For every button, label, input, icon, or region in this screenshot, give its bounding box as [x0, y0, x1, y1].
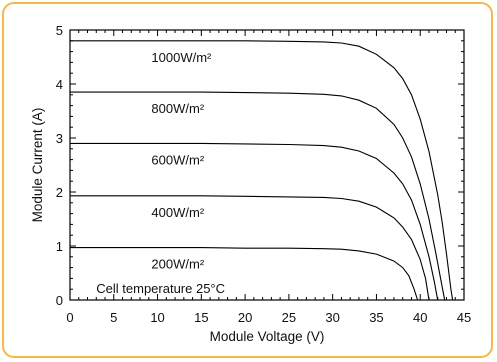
- curves: [70, 40, 454, 301]
- y-tick-label: 3: [56, 131, 63, 146]
- x-tick-label: 40: [413, 310, 427, 325]
- x-tick-label: 0: [66, 310, 73, 325]
- iv-curve: [70, 91, 446, 301]
- x-tick-label: 10: [150, 310, 164, 325]
- series-label: 200W/m²: [151, 257, 204, 272]
- x-axis-label: Module Voltage (V): [210, 329, 325, 344]
- x-tick-label: 45: [457, 310, 471, 325]
- iv-curve: [70, 142, 439, 301]
- y-tick-label: 4: [56, 77, 63, 92]
- series-labels: 1000W/m² 800W/m² 600W/m² 400W/m² 200W/m²: [151, 50, 212, 272]
- temperature-note: Cell temperature 25°C: [96, 281, 225, 296]
- x-tick-label: 5: [110, 310, 117, 325]
- y-tick-label: 2: [56, 185, 63, 200]
- series-label: 600W/m²: [151, 152, 204, 167]
- iv-curve: [70, 247, 419, 301]
- x-tick-label: 15: [194, 310, 208, 325]
- plot-area: [69, 29, 465, 301]
- iv-curve: [70, 40, 454, 301]
- y-axis-label: Module Current (A): [30, 108, 45, 223]
- x-tick-label: 30: [325, 310, 339, 325]
- x-tick-label: 20: [238, 310, 252, 325]
- series-label: 1000W/m²: [151, 50, 212, 65]
- y-tick-label: 1: [56, 239, 63, 254]
- y-tick-label: 0: [56, 293, 63, 308]
- axis-ticks: [69, 29, 465, 301]
- x-tick-label: 35: [369, 310, 383, 325]
- y-tick-label: 5: [56, 23, 63, 38]
- x-tick-label: 25: [282, 310, 296, 325]
- iv-curve: [70, 195, 430, 301]
- series-label: 400W/m²: [151, 205, 204, 220]
- series-label: 800W/m²: [151, 101, 204, 116]
